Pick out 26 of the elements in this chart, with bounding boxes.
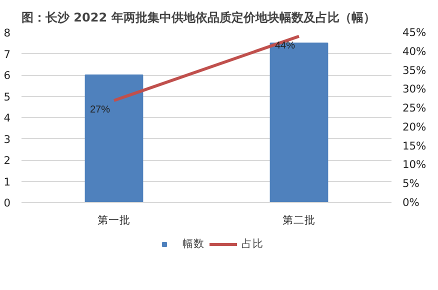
y2-tick-label: 40% <box>402 44 426 58</box>
y2-tick-label: 30% <box>402 82 426 96</box>
data-label: 44% <box>274 40 296 52</box>
y2-tick-label: 25% <box>402 102 426 115</box>
y-tick-label: 2 <box>4 154 10 167</box>
legend-label: 幅数 <box>182 237 204 251</box>
y-tick-label: 8 <box>4 26 11 40</box>
x-tick-label: 第二批 <box>282 214 316 226</box>
data-label: 27% <box>90 104 110 116</box>
y-tick-label: 7 <box>4 48 10 61</box>
y2-tick-label: 5% <box>402 177 420 190</box>
y-tick-label: 1 <box>4 175 10 188</box>
y2-tick-label: 0% <box>402 196 420 209</box>
y-tick-label: 6 <box>4 69 11 82</box>
y2-tick-label: 20% <box>402 120 426 134</box>
y-tick-label: 4 <box>4 112 11 124</box>
y-tick-label: 3 <box>4 132 10 146</box>
y2-tick-label: 10% <box>402 158 426 172</box>
chart-title: 图：长沙 2022 年两批集中供地依品质定价地块幅数及占比（幅） <box>22 10 376 24</box>
y-tick-label: 5 <box>4 90 10 104</box>
legend-label: 占比 <box>242 237 264 251</box>
y2-tick-label: 45% <box>402 26 426 39</box>
y2-tick-label: 15% <box>402 139 426 152</box>
x-tick-label: 第一批 <box>98 214 130 226</box>
y2-tick-label: 35% <box>402 64 426 77</box>
y-tick-label: 0 <box>4 196 11 210</box>
